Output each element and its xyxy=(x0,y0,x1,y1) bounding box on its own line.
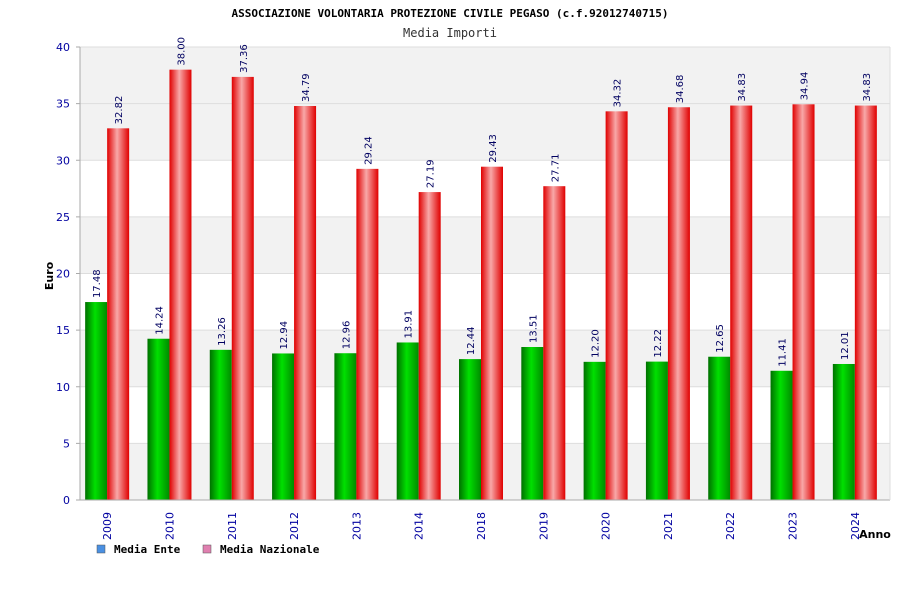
bars xyxy=(85,69,877,501)
bar-media-nazionale xyxy=(543,186,566,500)
bar-media-nazionale xyxy=(169,69,192,501)
data-label: 12.94 xyxy=(279,321,290,350)
legend-swatch-media-nazionale xyxy=(202,544,212,554)
x-tick-label: 2014 xyxy=(413,512,426,540)
bar-media-nazionale xyxy=(107,128,130,500)
x-tick-label: 2009 xyxy=(101,512,114,540)
data-label: 14.24 xyxy=(154,306,165,335)
bar-media-nazionale xyxy=(418,192,441,501)
data-label: 11.41 xyxy=(778,338,789,367)
x-tick-label: 2019 xyxy=(537,512,550,540)
y-tick-label: 10 xyxy=(56,381,70,394)
data-label: 38.00 xyxy=(176,37,187,66)
bar-media-ente xyxy=(459,359,481,500)
data-label: 34.83 xyxy=(862,73,873,102)
chart-title: ASSOCIAZIONE VOLONTARIA PROTEZIONE CIVIL… xyxy=(231,7,668,20)
bar-media-ente xyxy=(645,361,668,500)
data-label: 34.94 xyxy=(800,72,811,101)
bar-media-nazionale xyxy=(605,111,628,501)
data-label: 34.68 xyxy=(675,75,686,104)
data-label: 12.20 xyxy=(591,329,602,358)
bar-media-nazionale xyxy=(481,166,503,500)
legend-label: Media Ente xyxy=(114,543,181,556)
bar-media-nazionale xyxy=(854,105,877,501)
data-label: 13.51 xyxy=(528,314,539,343)
y-tick-label: 30 xyxy=(56,154,70,167)
data-label: 29.43 xyxy=(488,134,499,163)
data-label: 32.82 xyxy=(114,96,125,125)
bar-media-ente xyxy=(209,349,232,500)
bar-media-ente xyxy=(521,346,544,500)
data-label: 17.48 xyxy=(92,269,103,298)
data-label: 34.83 xyxy=(737,73,748,102)
bar-media-ente xyxy=(396,342,419,500)
data-label: 12.22 xyxy=(653,329,664,358)
y-tick-label: 5 xyxy=(63,437,70,450)
x-tick-label: 2013 xyxy=(350,512,363,540)
data-label: 12.96 xyxy=(341,321,352,350)
data-label: 12.65 xyxy=(715,324,726,353)
data-labels: 17.48 32.82 14.24 38.00 13.26 37.36 12.94 34.79… xyxy=(92,37,873,367)
legend-swatch-media-ente xyxy=(96,544,106,554)
legend-label: Media Nazionale xyxy=(220,543,320,556)
x-tick-label: 2022 xyxy=(724,512,737,540)
data-label: 27.19 xyxy=(426,159,437,188)
x-tick-label: 2024 xyxy=(849,512,862,540)
bar-media-ente xyxy=(832,363,855,500)
bar-media-ente xyxy=(770,370,793,500)
y-tick-label: 20 xyxy=(56,268,70,281)
x-tick-label: 2020 xyxy=(600,512,613,540)
data-label: 12.44 xyxy=(466,326,477,355)
y-axis-ticks: 0 5 10 15 20 25 30 35 40 xyxy=(56,41,80,507)
data-label: 34.32 xyxy=(613,79,624,108)
x-axis-label: Anno xyxy=(859,528,891,541)
bar-media-nazionale xyxy=(294,106,317,501)
bar-media-ente xyxy=(334,353,357,500)
bar-media-nazionale xyxy=(356,168,379,500)
x-axis-ticks: 2009 2010 2011 2012 2013 2014 2018 2019 2020 2021… xyxy=(101,512,862,540)
y-axis-label: Euro xyxy=(43,261,56,290)
x-tick-label: 2011 xyxy=(226,512,239,540)
x-tick-label: 2021 xyxy=(662,512,675,540)
bar-media-ente xyxy=(583,361,606,500)
data-label: 13.91 xyxy=(404,310,415,339)
y-tick-label: 40 xyxy=(56,41,70,54)
bar-media-ente xyxy=(272,353,295,500)
chart-subtitle: Media Importi xyxy=(403,26,497,40)
y-tick-label: 15 xyxy=(56,324,70,337)
data-label: 27.71 xyxy=(550,154,561,183)
bar-media-nazionale xyxy=(792,104,815,500)
x-tick-label: 2010 xyxy=(163,512,176,540)
background-band xyxy=(80,103,890,161)
bar-media-nazionale xyxy=(231,76,254,500)
legend: Media Ente Media Nazionale xyxy=(96,543,320,556)
background-band xyxy=(80,47,890,104)
bar-media-ente xyxy=(708,356,731,500)
bar-media-ente xyxy=(147,338,170,500)
data-label: 29.24 xyxy=(363,136,374,165)
bar-media-nazionale xyxy=(730,105,753,501)
data-label: 37.36 xyxy=(239,44,250,73)
y-tick-label: 35 xyxy=(56,98,70,111)
data-label: 13.26 xyxy=(217,317,228,346)
x-tick-label: 2018 xyxy=(475,512,488,540)
x-tick-label: 2023 xyxy=(787,512,800,540)
data-label: 12.01 xyxy=(840,331,851,360)
bar-media-ente xyxy=(85,302,108,500)
y-tick-label: 0 xyxy=(63,494,70,507)
x-tick-label: 2012 xyxy=(288,512,301,540)
bar-media-nazionale xyxy=(667,107,690,501)
y-tick-label: 25 xyxy=(56,211,70,224)
data-label: 34.79 xyxy=(301,73,312,102)
